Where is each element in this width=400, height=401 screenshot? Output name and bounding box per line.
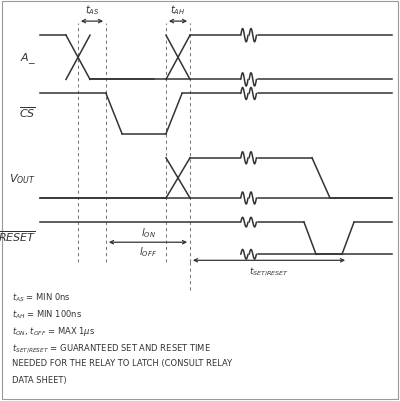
Text: $t_{SET/RESET}$: $t_{SET/RESET}$: [249, 265, 289, 277]
Text: $A\_$: $A\_$: [20, 51, 36, 65]
Text: NEEDED FOR THE RELAY TO LATCH (CONSULT RELAY: NEEDED FOR THE RELAY TO LATCH (CONSULT R…: [12, 358, 232, 367]
Text: $t_{SET/RESET}$ = GUARANTEED SET AND RESET TIME: $t_{SET/RESET}$ = GUARANTEED SET AND RES…: [12, 341, 211, 354]
Text: $t_{AH}$ = MIN 100ns: $t_{AH}$ = MIN 100ns: [12, 308, 82, 320]
Text: $\overline{RESET}$: $\overline{RESET}$: [0, 229, 36, 244]
Text: DATA SHEET): DATA SHEET): [12, 375, 67, 384]
Text: $l_{OFF}$: $l_{OFF}$: [139, 245, 157, 258]
Text: $t_{AS}$: $t_{AS}$: [85, 4, 99, 17]
Text: $t_{ON}$, $t_{OFF}$ = MAX 1$\mu$s: $t_{ON}$, $t_{OFF}$ = MAX 1$\mu$s: [12, 324, 95, 337]
Text: $t_{AH}$: $t_{AH}$: [170, 4, 186, 17]
Text: $V_{OUT}$: $V_{OUT}$: [9, 172, 36, 185]
Text: $\overline{CS}$: $\overline{CS}$: [19, 105, 36, 119]
Text: $t_{AS}$ = MIN 0ns: $t_{AS}$ = MIN 0ns: [12, 291, 71, 303]
Text: $l_{ON}$: $l_{ON}$: [140, 226, 156, 239]
